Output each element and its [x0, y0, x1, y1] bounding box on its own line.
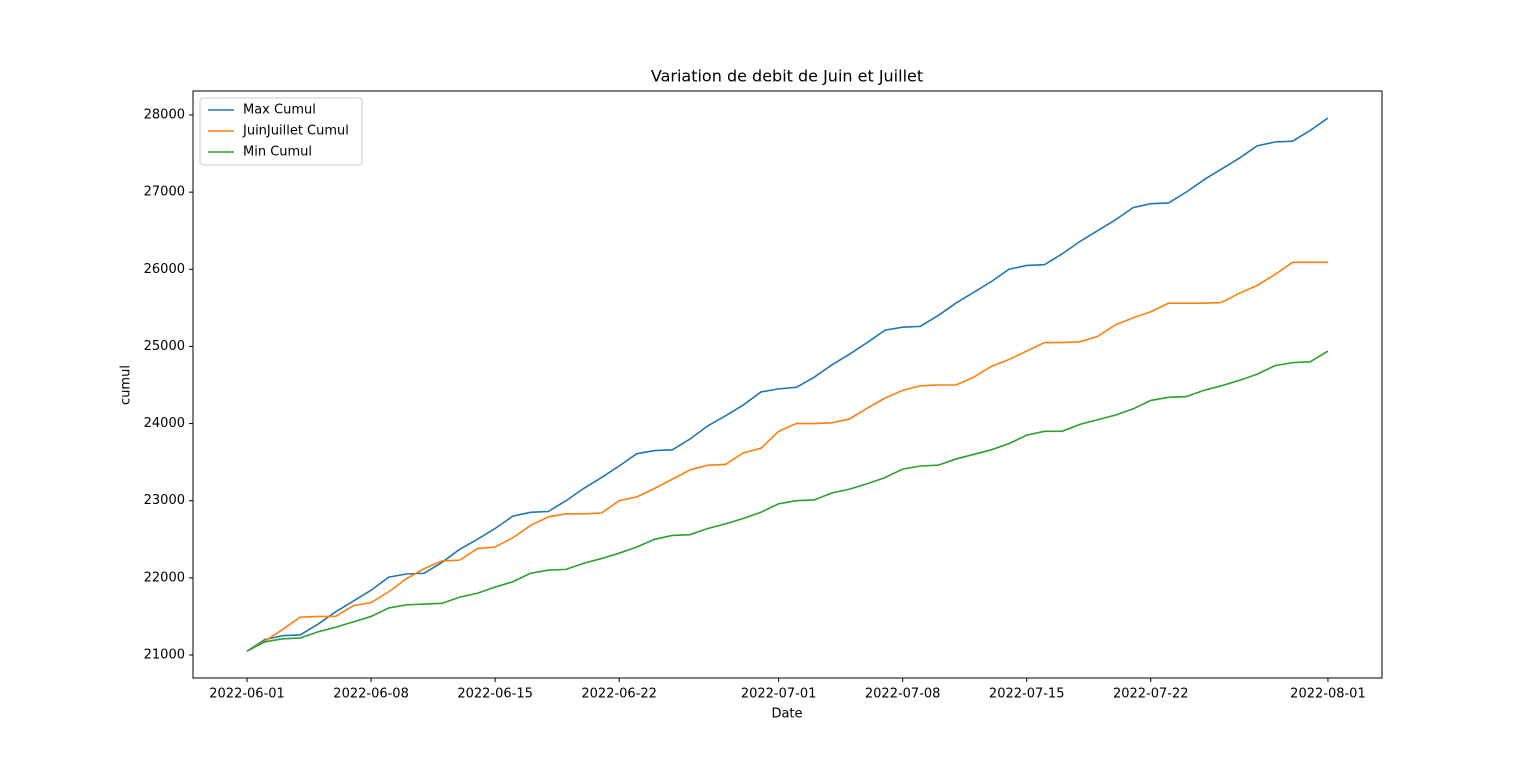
series-line: [246, 117, 1329, 652]
legend-box: [199, 97, 363, 166]
y-tick-label: 25000: [144, 339, 185, 354]
chart-title: Variation de debit de Juin et Juillet: [651, 67, 923, 86]
y-axis-label: cumul: [119, 365, 134, 405]
x-tick-label: 2022-07-15: [989, 687, 1065, 702]
x-tick-label: 2022-07-22: [1113, 687, 1189, 702]
y-tick-label: 22000: [144, 570, 185, 585]
legend-label: JuinJuillet Cumul: [242, 124, 349, 139]
y-tick-label: 27000: [144, 185, 185, 200]
legend-label: Min Cumul: [243, 145, 312, 160]
plot-frame: [192, 90, 1383, 679]
x-tick-label: 2022-06-15: [457, 687, 533, 702]
y-tick-label: 23000: [144, 493, 185, 508]
y-tick-label: 21000: [144, 648, 185, 663]
y-tick-label: 26000: [144, 262, 185, 277]
y-tick-label: 24000: [144, 416, 185, 431]
x-tick-label: 2022-06-01: [209, 687, 285, 702]
x-tick-label: 2022-06-22: [581, 687, 657, 702]
x-tick-label: 2022-07-08: [865, 687, 941, 702]
series-line: [246, 261, 1328, 652]
legend: Max Cumul JuinJuillet Cumul Min Cumul: [199, 97, 363, 166]
legend-label: Max Cumul: [243, 103, 316, 118]
series-line: [246, 350, 1329, 652]
x-tick-label: 2022-07-01: [741, 687, 817, 702]
x-tick-label: 2022-08-01: [1290, 687, 1366, 702]
x-tick-label: 2022-06-08: [333, 687, 409, 702]
y-tick-label: 28000: [144, 107, 185, 122]
x-axis-label: Date: [771, 707, 802, 722]
